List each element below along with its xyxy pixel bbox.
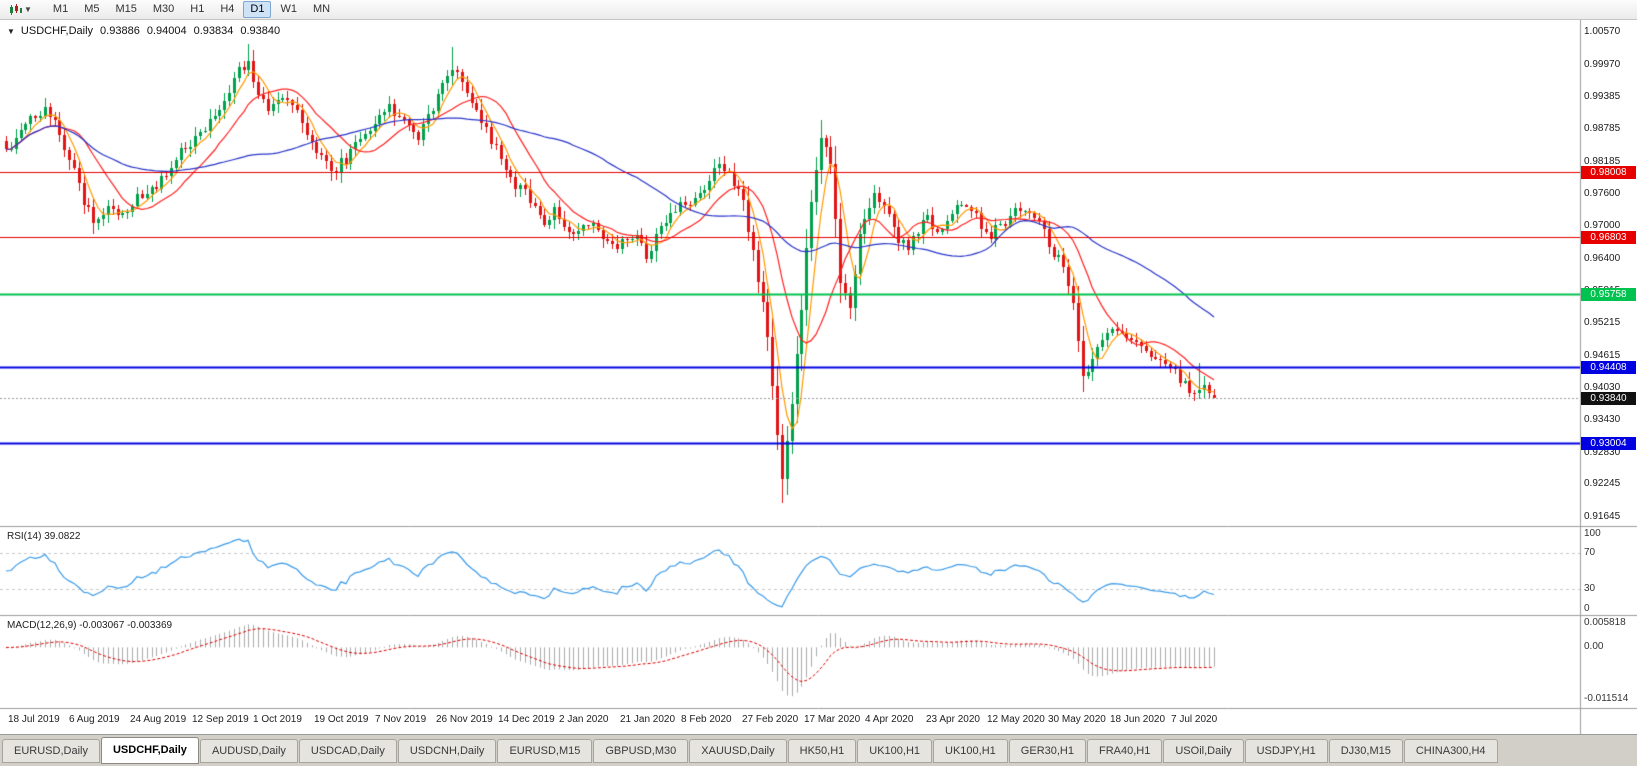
date-axis-label: 4 Apr 2020 <box>865 714 914 725</box>
date-axis-label: 24 Aug 2019 <box>130 714 187 725</box>
price-axis-label: 0.97600 <box>1584 188 1621 199</box>
date-axis-label: 7 Nov 2019 <box>375 714 427 725</box>
price-axis-label: 0.94615 <box>1584 350 1621 361</box>
date-axis-label: 26 Nov 2019 <box>436 714 493 725</box>
rsi-axis-label: 70 <box>1584 547 1596 558</box>
macd-indicator-label: MACD(12,26,9) -0.003067 -0.003369 <box>7 620 173 631</box>
chart-tab-usdcad-daily[interactable]: USDCAD,Daily <box>298 738 397 763</box>
date-axis-label: 17 Mar 2020 <box>804 714 861 725</box>
date-axis-label: 8 Feb 2020 <box>681 714 732 725</box>
timeframe-button-m15[interactable]: M15 <box>115 3 137 15</box>
ohlc-open: 0.93886 <box>100 25 140 37</box>
price-level-badge: 0.95758 <box>1581 288 1636 301</box>
price-axis-label: 0.92830 <box>1584 447 1621 458</box>
date-axis-label: 1 Oct 2019 <box>253 714 302 725</box>
date-axis-label: 18 Jun 2020 <box>1110 714 1166 725</box>
price-axis-label: 0.93430 <box>1584 414 1621 425</box>
price-level-badge: 0.98008 <box>1581 166 1636 179</box>
timeframe-button-d1[interactable]: D1 <box>243 1 272 18</box>
rsi-axis-label: 0 <box>1584 603 1590 614</box>
symbol-dropdown-icon[interactable]: ▼ <box>7 26 15 36</box>
chart-tab-dj30-m15[interactable]: DJ30,M15 <box>1328 738 1403 763</box>
macd-axis-label: 0.00 <box>1584 641 1604 652</box>
symbol-label: USDCHF,Daily <box>20 25 94 37</box>
chart-tab-eurusd-daily[interactable]: EURUSD,Daily <box>2 738 100 763</box>
price-axis-label: 0.92245 <box>1584 478 1621 489</box>
date-axis-label: 21 Jan 2020 <box>620 714 676 725</box>
ohlc-low: 0.93834 <box>193 25 234 37</box>
chart-title: ▼ USDCHF,Daily 0.93886 0.94004 0.93834 0… <box>7 25 280 37</box>
chart-tab-fra40-h1[interactable]: FRA40,H1 <box>1087 738 1163 763</box>
candlestick-chart-icon <box>10 3 22 15</box>
price-axis-label: 0.95215 <box>1584 317 1621 328</box>
current-price-badge: 0.93840 <box>1581 392 1636 405</box>
chart-tab-uk100-h1[interactable]: UK100,H1 <box>933 738 1008 763</box>
timeframe-button-m30[interactable]: M30 <box>152 3 175 15</box>
date-axis-label: 19 Oct 2019 <box>314 714 369 725</box>
chart-tab-usdjpy-h1[interactable]: USDJPY,H1 <box>1244 738 1328 763</box>
timeframe-button-h4[interactable]: H4 <box>220 3 235 15</box>
chart-tab-uk100-h1[interactable]: UK100,H1 <box>857 738 933 763</box>
chart-tab-ger30-h1[interactable]: GER30,H1 <box>1008 738 1086 763</box>
price-chart-canvas[interactable] <box>0 20 1637 734</box>
macd-axis-label: 0.005818 <box>1584 617 1626 628</box>
chart-tab-usdcnh-daily[interactable]: USDCNH,Daily <box>397 738 497 763</box>
date-axis-label: 12 May 2020 <box>987 714 1045 725</box>
price-axis-label: 0.99970 <box>1584 59 1621 70</box>
price-axis-label: 0.97000 <box>1584 220 1621 231</box>
date-axis-label: 2 Jan 2020 <box>559 714 609 725</box>
chart-tab-usdchf-daily[interactable]: USDCHF,Daily <box>100 737 199 764</box>
timeframe-toolbar: ▼ M1 M5 M15 M30 H1 H4 D1 W1 MN <box>0 0 1637 20</box>
price-level-badge: 0.96803 <box>1581 231 1636 244</box>
chevron-down-icon: ▼ <box>24 4 32 14</box>
price-axis-label: 0.94030 <box>1584 382 1621 393</box>
price-axis-label: 0.99385 <box>1584 91 1621 102</box>
price-axis-label: 0.98785 <box>1584 123 1621 134</box>
timeframe-button-w1[interactable]: W1 <box>280 3 297 15</box>
timeframe-button-m1[interactable]: M1 <box>52 3 69 15</box>
chart-tab-gbpusd-m30[interactable]: GBPUSD,M30 <box>593 738 689 763</box>
timeframe-button-mn[interactable]: MN <box>312 3 331 15</box>
chart-tab-eurusd-m15[interactable]: EURUSD,M15 <box>497 738 593 763</box>
chart-tab-usoil-daily[interactable]: USOil,Daily <box>1163 738 1244 763</box>
date-axis-label: 14 Dec 2019 <box>498 714 555 725</box>
timeframe-button-m5[interactable]: M5 <box>84 3 100 15</box>
chart-type-selector[interactable]: ▼ <box>5 2 36 18</box>
price-axis-label: 0.98185 <box>1584 156 1621 167</box>
ohlc-high: 0.94004 <box>146 25 187 37</box>
date-axis-label: 18 Jul 2019 <box>8 714 60 725</box>
rsi-axis-label: 100 <box>1584 528 1601 539</box>
chart-tab-hk50-h1[interactable]: HK50,H1 <box>787 738 857 763</box>
chart-window: ▼ USDCHF,Daily 0.93886 0.94004 0.93834 0… <box>0 20 1637 734</box>
price-level-badge: 0.93004 <box>1581 437 1636 450</box>
rsi-indicator-label: RSI(14) 39.0822 <box>7 531 81 542</box>
ohlc-close: 0.93840 <box>240 25 281 37</box>
price-axis-label: 0.96400 <box>1584 253 1621 264</box>
timeframe-button-h1[interactable]: H1 <box>190 3 205 15</box>
chart-tab-xauusd-daily[interactable]: XAUUSD,Daily <box>689 738 787 763</box>
date-axis-label: 12 Sep 2019 <box>192 714 249 725</box>
date-axis-label: 23 Apr 2020 <box>926 714 980 725</box>
date-axis-label: 6 Aug 2019 <box>69 714 120 725</box>
price-axis-label: 1.00570 <box>1584 26 1621 37</box>
chart-tab-china300-h4[interactable]: CHINA300,H4 <box>1403 738 1498 763</box>
chart-tab-audusd-daily[interactable]: AUDUSD,Daily <box>199 738 298 763</box>
date-axis-label: 30 May 2020 <box>1048 714 1106 725</box>
rsi-axis-label: 30 <box>1584 583 1596 594</box>
chart-tab-bar: EURUSD,Daily USDCHF,Daily AUDUSD,Daily USDC… <box>0 734 1637 766</box>
price-level-badge: 0.94408 <box>1581 361 1636 374</box>
date-axis-label: 27 Feb 2020 <box>742 714 799 725</box>
price-axis-label: 0.91645 <box>1584 511 1621 522</box>
date-axis-label: 7 Jul 2020 <box>1171 714 1218 725</box>
macd-axis-label: -0.011514 <box>1584 693 1629 704</box>
